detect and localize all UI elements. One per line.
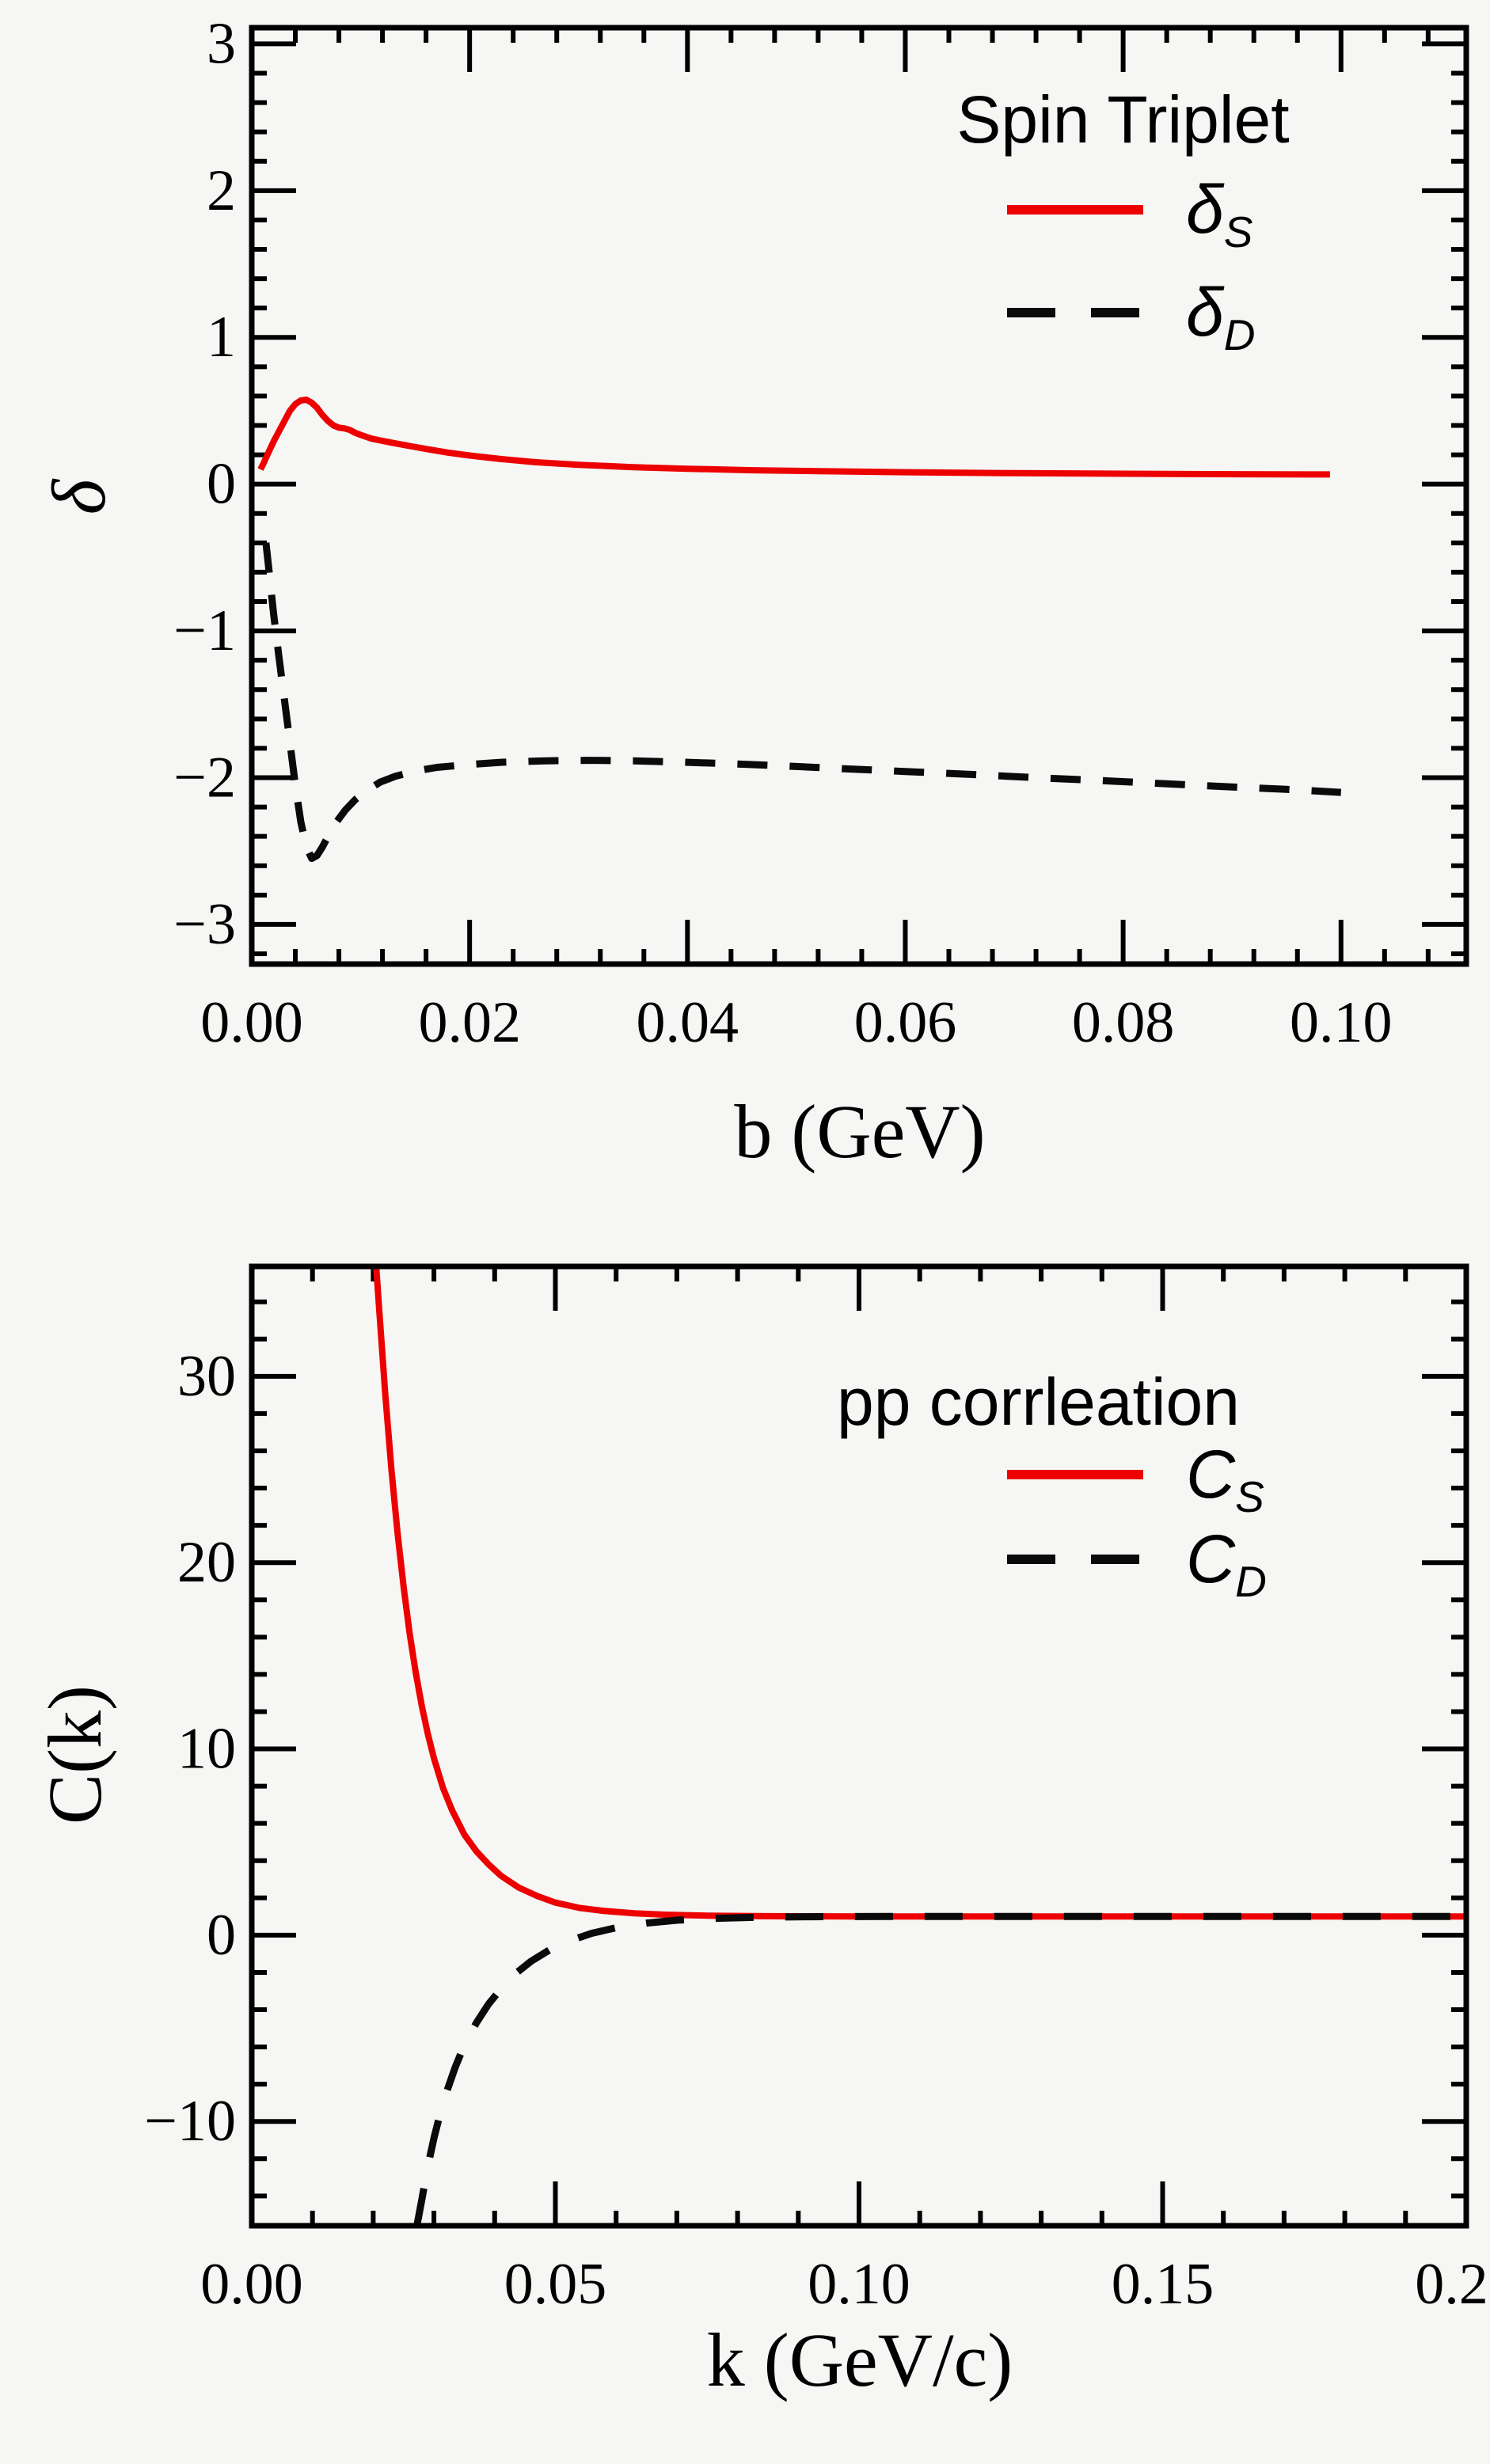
svg-text:0.06: 0.06 — [854, 990, 957, 1055]
series-delta_D — [262, 542, 1342, 862]
svg-text:0: 0 — [207, 452, 236, 517]
svg-text:0.10: 0.10 — [1290, 990, 1393, 1055]
series-lines — [373, 1266, 1466, 2226]
bottom-x-axis-title: k (GeV/c) — [706, 2318, 1013, 2402]
svg-text:2: 2 — [207, 158, 236, 223]
svg-text:0.02: 0.02 — [418, 990, 521, 1055]
dashed-black-line-swatch — [1007, 1555, 1143, 1564]
top-legend-entry-delta-s: δS — [1007, 166, 1253, 257]
svg-text:−1: −1 — [173, 598, 236, 663]
svg-text:0: 0 — [207, 1903, 236, 1968]
bottom-y-axis-title: C(k) — [32, 1685, 117, 1824]
axis-ticks — [249, 1266, 1469, 2226]
solid-red-line-swatch — [1007, 205, 1143, 215]
top-legend-title: Spin Triplet — [956, 82, 1290, 157]
svg-text:−3: −3 — [173, 892, 236, 957]
bottom-legend-label-c-d: CD — [1186, 1521, 1267, 1607]
axis-ticks — [249, 28, 1466, 964]
series-C_D — [413, 1912, 1466, 2226]
top-legend-label-delta-s: δS — [1186, 172, 1253, 257]
svg-text:0.08: 0.08 — [1072, 990, 1175, 1055]
svg-text:10: 10 — [177, 1717, 236, 1782]
svg-text:20: 20 — [177, 1530, 236, 1595]
top-y-axis-title: δ — [36, 479, 121, 515]
svg-text:0.10: 0.10 — [808, 2252, 910, 2317]
svg-text:30: 30 — [177, 1344, 236, 1409]
tick-labels: 0.00 0.02 0.04 0.06 0.08 0.10 3 2 1 0 −1 −2 −3 — [173, 11, 1392, 1055]
top-x-axis-title: b (GeV) — [734, 1089, 986, 1174]
svg-text:−10: −10 — [144, 2089, 236, 2154]
bottom-legend-title: pp corrleation — [837, 1365, 1240, 1439]
svg-text:0.20: 0.20 — [1415, 2252, 1490, 2317]
svg-text:0.05: 0.05 — [504, 2252, 607, 2317]
svg-text:0.15: 0.15 — [1112, 2252, 1214, 2317]
svg-text:0.04: 0.04 — [637, 990, 739, 1055]
bottom-legend-entry-c-s: CS — [1007, 1431, 1264, 1522]
dashed-black-line-swatch — [1007, 308, 1143, 317]
svg-text:0.00: 0.00 — [200, 2252, 303, 2317]
bottom-legend-entry-c-d: CD — [1007, 1516, 1267, 1607]
top-legend-entry-delta-d: δD — [1007, 269, 1256, 360]
svg-text:0.00: 0.00 — [200, 990, 303, 1055]
tick-labels: 0.00 0.05 0.10 0.15 0.20 30 20 10 0 −10 — [144, 1344, 1490, 2317]
svg-text:−2: −2 — [173, 746, 236, 811]
top-legend-label-delta-d: δD — [1186, 275, 1256, 360]
series-delta_S — [257, 397, 1331, 478]
solid-red-line-swatch — [1007, 1470, 1143, 1479]
series-lines — [257, 397, 1342, 862]
plot-frame — [249, 1263, 1469, 2229]
svg-text:3: 3 — [207, 11, 236, 76]
svg-text:1: 1 — [207, 305, 236, 370]
plot-frame — [249, 25, 1469, 967]
bottom-legend-label-c-s: CS — [1186, 1437, 1264, 1522]
